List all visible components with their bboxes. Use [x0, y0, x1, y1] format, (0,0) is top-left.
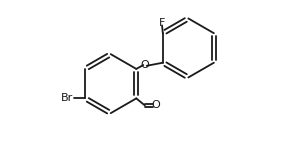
Text: O: O: [140, 60, 149, 70]
Text: F: F: [159, 18, 165, 28]
Text: Br: Br: [61, 93, 74, 103]
Text: O: O: [152, 100, 160, 110]
